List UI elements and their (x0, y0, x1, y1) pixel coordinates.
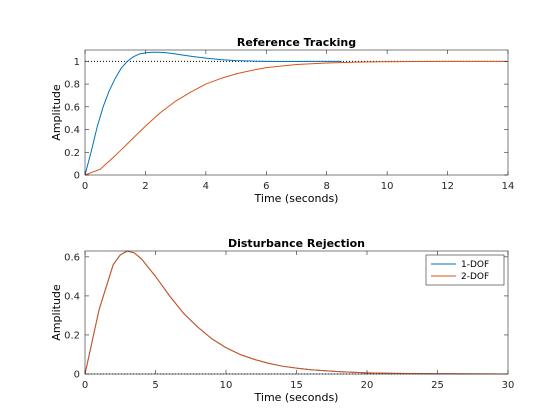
x-tick-label: 10 (381, 181, 394, 192)
y-tick-label: 0 (74, 171, 80, 182)
x-tick-label: 5 (152, 380, 158, 391)
chart-title: Disturbance Rejection (228, 237, 365, 250)
y-tick-label: 0.6 (64, 102, 80, 113)
y-tick-label: 0.4 (64, 291, 80, 302)
y-tick-label: 0.2 (64, 148, 80, 159)
y-tick-label: 0.8 (64, 80, 80, 91)
x-axis-label: Time (seconds) (254, 192, 339, 205)
series-line-2 (84, 60, 508, 176)
legend-entry-1: 1-DOF (461, 260, 489, 270)
x-tick-label: 6 (263, 181, 269, 192)
series-line-1 (84, 51, 342, 176)
legend-entry-2: 2-DOF (461, 272, 489, 282)
x-tick-label: 0 (82, 380, 88, 391)
y-tick-label: 1 (74, 57, 80, 68)
chart-2: 0 5 10 15 20 25 30 0 0.2 0.4 0.6 Disturbance Reject… (50, 237, 514, 404)
y-tick-label: 0.2 (64, 330, 80, 341)
x-tick-label: 15 (290, 380, 303, 391)
x-tick-label: 20 (361, 380, 374, 391)
x-tick-label: 30 (502, 380, 515, 391)
y-tick-label: 0 (74, 370, 80, 381)
x-tick-label: 10 (220, 380, 233, 391)
x-axis-label: Time (seconds) (254, 391, 339, 404)
axes-box (84, 49, 509, 176)
x-tick-label: 14 (502, 181, 515, 192)
legend-box (425, 254, 505, 286)
chart-title: Reference Tracking (237, 36, 356, 49)
chart-1: 0 2 4 6 8 10 12 14 0 0.2 0.4 0.6 0.8 1 Reference Track… (50, 36, 514, 205)
x-tick-label: 25 (431, 380, 444, 391)
y-tick-label: 0.4 (64, 125, 80, 136)
x-tick-label: 2 (142, 181, 148, 192)
x-tick-label: 0 (82, 181, 88, 192)
x-tick-label: 12 (441, 181, 454, 192)
y-tick-label: 0.6 (64, 252, 80, 263)
y-axis-label: Amplitude (50, 84, 63, 141)
y-axis-label: Amplitude (50, 284, 63, 341)
x-tick-label: 4 (203, 181, 209, 192)
plot-area (85, 50, 508, 175)
series-line-2 (84, 250, 509, 375)
legend: 1-DOF 2-DOF (425, 254, 505, 286)
x-tick-label: 8 (324, 181, 330, 192)
